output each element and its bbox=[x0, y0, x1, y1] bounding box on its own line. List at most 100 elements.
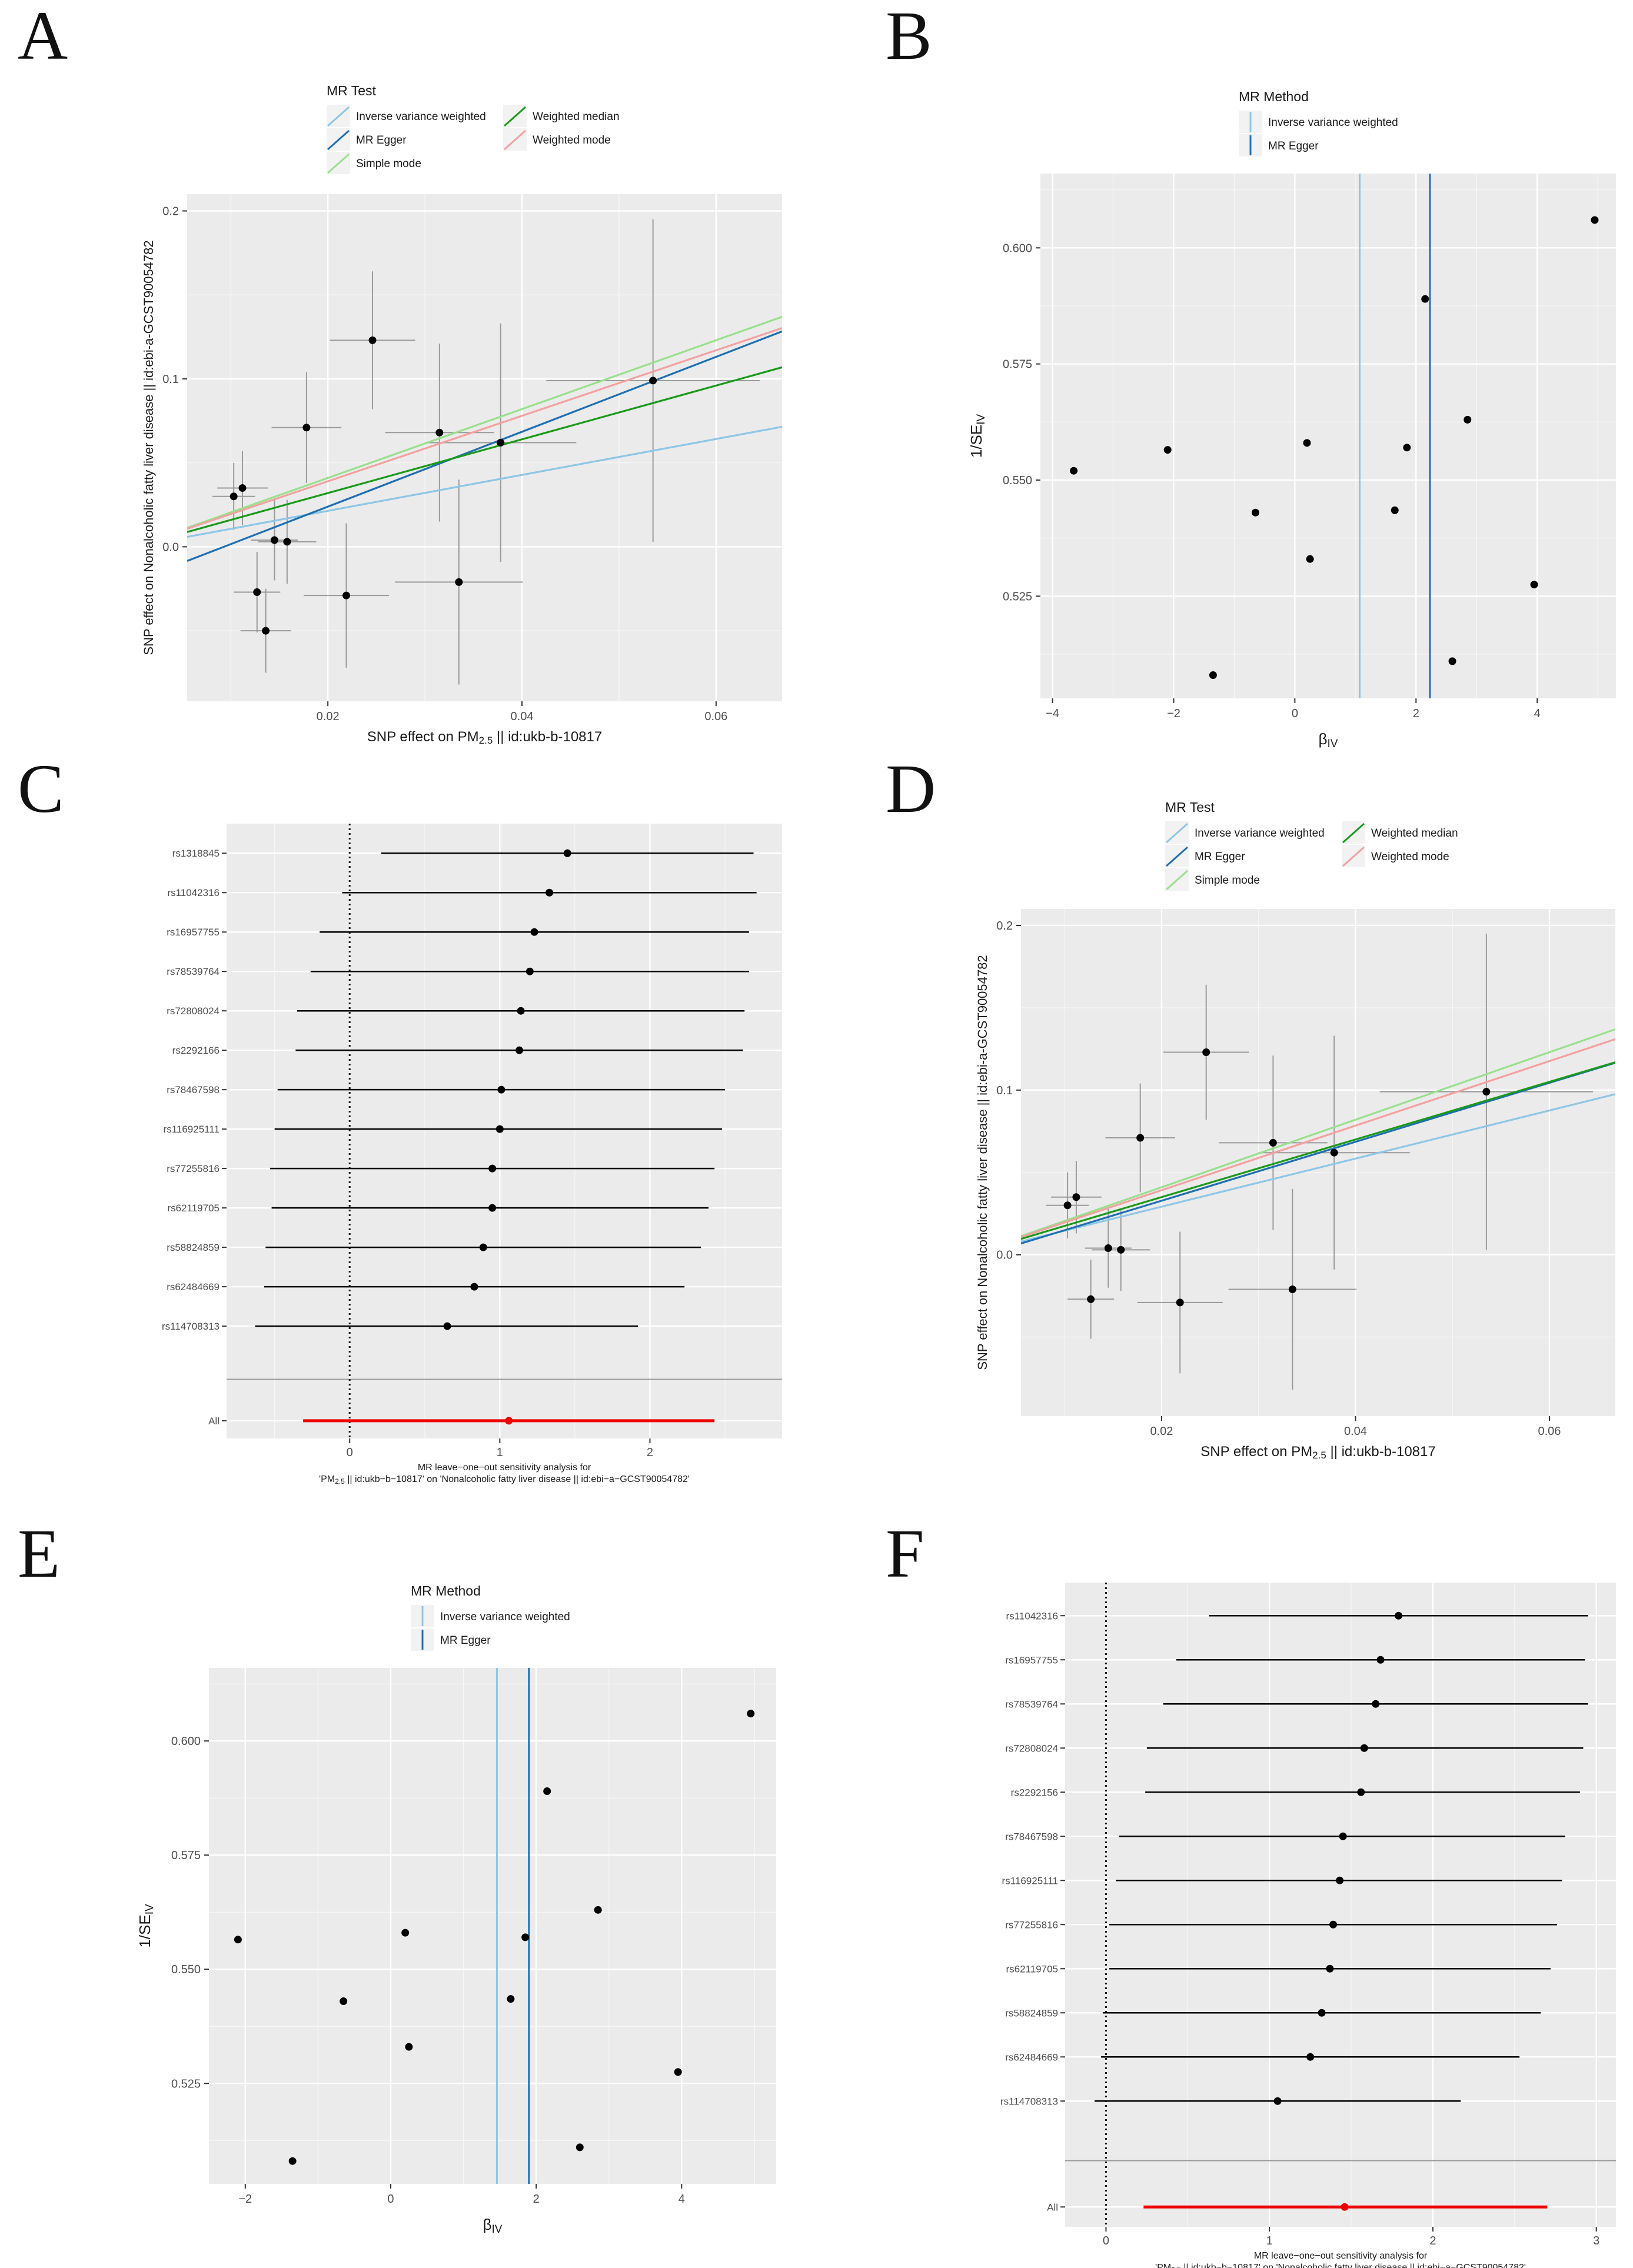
snp-label: rs2292156 bbox=[1011, 1787, 1058, 1798]
data-point bbox=[1330, 1148, 1338, 1157]
legend-item: MR Egger bbox=[327, 128, 407, 151]
forest-row: rs116925111 bbox=[164, 1124, 722, 1135]
data-point bbox=[747, 1710, 755, 1718]
x-axis-label-line1: MR leave−one−out sensitivity analysis fo… bbox=[418, 1463, 591, 1473]
data-point bbox=[253, 588, 261, 596]
data-point bbox=[1391, 506, 1399, 514]
estimate-point bbox=[1395, 1611, 1403, 1620]
data-point bbox=[455, 578, 463, 586]
x-tick-label: 0.06 bbox=[1538, 1425, 1561, 1438]
estimate-point bbox=[526, 967, 534, 975]
panel-a: 0.02 0.04 0.06 0.0 0.1 0.2 SNP effect on PM2.5… bbox=[141, 83, 782, 746]
legend-item: Inverse variance weighted bbox=[1239, 111, 1398, 133]
forest-row: rs58824859 bbox=[1005, 2007, 1541, 2019]
plot-area bbox=[187, 219, 782, 685]
snp-label: rs11042316 bbox=[167, 887, 219, 898]
data-point bbox=[1209, 671, 1217, 680]
legend-item: Weighted mode bbox=[503, 128, 611, 151]
plot-area bbox=[234, 1668, 755, 2184]
overall-label: All bbox=[1047, 2202, 1058, 2213]
data-point bbox=[1421, 295, 1429, 303]
panel-letter-f: F bbox=[886, 1515, 924, 1592]
data-point bbox=[521, 1933, 530, 1941]
legend: MR Method Inverse variance weighted MR Egg… bbox=[411, 1583, 570, 1651]
gridlines bbox=[209, 1668, 776, 2184]
panel-e: −2 0 2 4 0.525 0.550 0.575 0.600 βIV 1/SEIV MR Met… bbox=[136, 1583, 776, 2236]
y-tick-label: 0.525 bbox=[1003, 590, 1032, 603]
regression-line bbox=[1021, 1093, 1615, 1243]
plot-area bbox=[1065, 1583, 1616, 2227]
legend: MR Test Inverse variance weighted MR Egger… bbox=[1165, 800, 1458, 891]
legend-label: Weighted median bbox=[533, 111, 620, 123]
x-tick-label: 0.06 bbox=[704, 710, 727, 723]
plot-background bbox=[209, 1668, 776, 2184]
snp-label: rs77255816 bbox=[167, 1163, 219, 1174]
y-tick-label: 0.600 bbox=[171, 1735, 201, 1748]
snp-label: rs2292166 bbox=[172, 1045, 219, 1056]
snp-label: rs11042316 bbox=[1006, 1610, 1058, 1621]
data-point bbox=[1482, 1088, 1491, 1096]
snp-label: rs62484669 bbox=[1005, 2051, 1058, 2063]
x-tick-label: 0.04 bbox=[511, 710, 534, 723]
forest-row: rs62484669 bbox=[1005, 2051, 1520, 2063]
points bbox=[1070, 216, 1599, 680]
data-point bbox=[1306, 555, 1314, 563]
y-axis-label: SNP effect on Nonalcoholic fatty liver d… bbox=[975, 955, 990, 1370]
data-point bbox=[594, 1906, 602, 1914]
estimate-rows: rs11042316 rs16957755 rs78539764 rs72808024… bbox=[1000, 1610, 1588, 2107]
gridlines bbox=[1040, 174, 1616, 698]
legend-label: Weighted median bbox=[1371, 827, 1458, 840]
x-axis-label: SNP effect on PM2.5 || id:ukb-b-10817 bbox=[1200, 1444, 1435, 1461]
data-point bbox=[405, 2043, 413, 2051]
plot-background bbox=[187, 194, 782, 701]
axes: 0 1 2 3 MR leave−one−out sensitivity analysi… bbox=[1103, 2227, 1599, 2268]
data-point bbox=[1063, 1201, 1072, 1210]
snp-label: rs62119705 bbox=[167, 1203, 219, 1214]
forest-row: rs16957755 bbox=[167, 927, 749, 938]
snp-label: rs62484669 bbox=[167, 1281, 219, 1293]
estimate-point bbox=[1336, 1876, 1344, 1884]
data-point bbox=[1136, 1134, 1145, 1142]
estimate-point bbox=[1329, 1920, 1338, 1929]
data-point bbox=[234, 1936, 242, 1944]
panel-c: rs1318845 rs11042316 rs16957755 rs78539764 r… bbox=[162, 824, 782, 1486]
estimate-point bbox=[1326, 1964, 1334, 1973]
legend-key-line bbox=[327, 129, 350, 151]
data-point bbox=[342, 591, 350, 600]
plot-area bbox=[227, 824, 782, 1438]
y-tick-label: 0.2 bbox=[162, 205, 179, 218]
data-point bbox=[1464, 415, 1472, 424]
legend-label: MR Egger bbox=[440, 1634, 491, 1647]
forest-row: rs114708313 bbox=[1000, 2096, 1461, 2107]
x-tick-label: 0 bbox=[1292, 707, 1298, 720]
legend-item: Weighted median bbox=[1342, 821, 1458, 844]
x-tick-label: 1 bbox=[497, 1446, 503, 1459]
x-tick-label: 2 bbox=[647, 1446, 653, 1459]
y-axis-label: 1/SEIV bbox=[136, 1904, 156, 1948]
legend-key-line bbox=[1342, 822, 1365, 844]
overall-estimate bbox=[505, 1417, 513, 1425]
y-axis-label: SNP effect on Nonalcoholic fatty liver d… bbox=[141, 240, 156, 655]
regression-line bbox=[1021, 1061, 1615, 1245]
estimate-point bbox=[479, 1243, 487, 1251]
estimate-point bbox=[495, 1125, 504, 1133]
method-lines bbox=[495, 1668, 530, 2184]
forest-row: rs78467598 bbox=[1005, 1831, 1565, 1842]
y-axis-label: 1/SEIV bbox=[967, 414, 987, 458]
legend-item: Inverse variance weighted bbox=[411, 1605, 570, 1627]
x-tick-label: −2 bbox=[1167, 707, 1180, 720]
method-lines bbox=[1359, 174, 1431, 698]
forest-row: rs16957755 bbox=[1005, 1654, 1585, 1666]
estimate-point bbox=[1339, 1832, 1347, 1840]
legend-label: Inverse variance weighted bbox=[1195, 827, 1325, 840]
regression-line bbox=[1021, 1061, 1615, 1240]
snp-label: rs62119705 bbox=[1006, 1963, 1058, 1974]
estimate-point bbox=[1376, 1656, 1385, 1664]
forest-row: rs78539764 bbox=[1005, 1698, 1588, 1710]
estimate-point bbox=[530, 928, 538, 936]
data-point bbox=[283, 538, 291, 546]
snp-label: rs116925111 bbox=[164, 1124, 219, 1135]
data-point bbox=[340, 1997, 348, 2006]
panel-letter-c: C bbox=[18, 750, 64, 827]
snp-label: rs78467598 bbox=[1005, 1831, 1058, 1842]
